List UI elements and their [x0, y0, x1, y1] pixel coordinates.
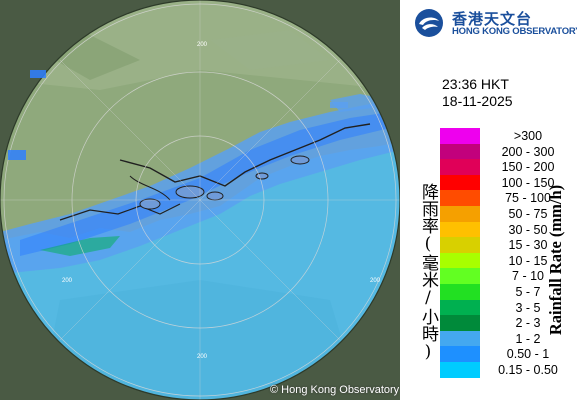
logo-chinese-name: 香港天文台 — [452, 10, 533, 28]
legend-range-label: 50 - 75 — [508, 207, 548, 221]
legend-panel: 香港天文台 HONG KONG OBSERVATORY 23:36 HKT 18… — [400, 0, 577, 400]
rainfall-legend: >300 200 - 300 150 - 200 100 - 150 75 - 100 5… — [440, 128, 575, 378]
legend-range-label: 3 - 5 — [515, 300, 541, 315]
timestamp: 23:36 HKT 18-11-2025 — [442, 76, 513, 110]
legend-color-swatch — [440, 190, 480, 206]
legend-row: 100 - 150 — [440, 174, 575, 191]
legend-title-english: Rainfall Rate (mm/h) — [546, 184, 565, 336]
range-label: 200 — [197, 354, 208, 360]
legend-color-swatch — [440, 268, 480, 284]
logo-english-name: HONG KONG OBSERVATORY — [452, 26, 577, 37]
legend-row: 7 - 10 — [440, 268, 575, 284]
legend-color-swatch — [440, 362, 480, 378]
legend-row: 75 - 100 — [440, 190, 575, 206]
legend-color-swatch — [440, 128, 480, 144]
legend-row: 30 - 50 — [440, 221, 575, 238]
legend-color-swatch — [440, 346, 480, 362]
legend-row: 50 - 75 — [440, 206, 575, 222]
legend-color-swatch — [440, 330, 480, 347]
range-label: 200 — [197, 42, 208, 48]
legend-range-label: 100 - 150 — [501, 175, 555, 190]
range-label: 200 — [62, 278, 73, 284]
observatory-logo[interactable]: 香港天文台 HONG KONG OBSERVATORY — [410, 4, 577, 42]
copyright-notice: © Hong Kong Observatory — [270, 384, 400, 396]
legend-color-swatch — [440, 206, 480, 222]
date-label: 18-11-2025 — [442, 93, 513, 109]
legend-color-swatch — [440, 284, 480, 300]
legend-range-label: 15 - 30 — [508, 238, 548, 253]
legend-range-label: 2 - 3 — [515, 316, 541, 331]
time-label: 23:36 HKT — [442, 76, 509, 92]
legend-range-label: 10 - 15 — [508, 253, 548, 268]
legend-range-label: 75 - 100 — [505, 191, 551, 206]
legend-color-swatch — [440, 143, 480, 160]
legend-color-swatch — [440, 221, 480, 238]
legend-color-swatch — [440, 252, 480, 269]
legend-range-label: 150 - 200 — [501, 160, 555, 175]
legend-row: 0.15 - 0.50 — [440, 362, 575, 378]
legend-row: 0.50 - 1 — [440, 346, 575, 362]
legend-color-swatch — [440, 237, 480, 253]
legend-row: 10 - 15 — [440, 252, 575, 269]
legend-range-label: 30 - 50 — [508, 222, 548, 237]
legend-range-label: 5 - 7 — [515, 285, 541, 299]
legend-row: 5 - 7 — [440, 284, 575, 300]
observatory-logo-icon — [415, 9, 443, 37]
legend-row: 200 - 300 — [440, 143, 575, 160]
legend-range-label: 1 - 2 — [515, 331, 541, 346]
legend-range-label: 0.15 - 0.50 — [498, 363, 558, 377]
radar-map: 200 200 200 200 © Hong Kong Observatory — [0, 0, 400, 400]
range-label: 200 — [370, 278, 381, 284]
legend-row: 15 - 30 — [440, 237, 575, 253]
legend-row: 1 - 2 — [440, 330, 575, 347]
legend-row: >300 — [440, 128, 575, 144]
legend-title-chinese: 降雨率(毫米/小時) — [418, 182, 438, 362]
legend-range-label: >300 — [513, 129, 543, 143]
legend-row: 2 - 3 — [440, 315, 575, 331]
legend-color-swatch — [440, 159, 480, 175]
legend-range-label: 200 - 300 — [501, 144, 555, 159]
legend-color-swatch — [440, 315, 480, 331]
legend-row: 150 - 200 — [440, 159, 575, 175]
legend-color-swatch — [440, 174, 480, 191]
legend-range-label: 7 - 10 — [512, 269, 544, 284]
legend-color-swatch — [440, 299, 480, 316]
legend-row: 3 - 5 — [440, 299, 575, 316]
legend-range-label: 0.50 - 1 — [506, 347, 550, 362]
